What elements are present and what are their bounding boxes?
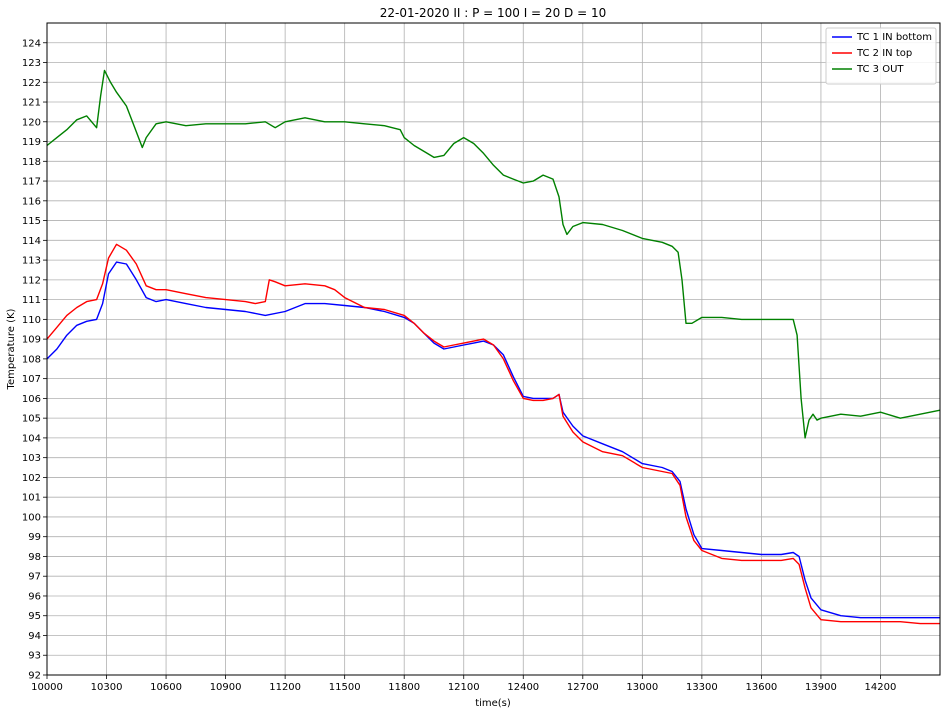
y-tick-label: 93	[28, 651, 41, 662]
y-tick-label: 104	[22, 433, 41, 444]
y-tick-label: 112	[22, 275, 41, 286]
y-tick-label: 110	[22, 315, 41, 326]
x-tick-label: 13900	[805, 682, 837, 693]
y-tick-label: 121	[22, 98, 41, 109]
x-tick-label: 12100	[448, 682, 480, 693]
y-tick-label: 94	[28, 631, 41, 642]
y-tick-label: 106	[22, 394, 41, 405]
y-tick-label: 109	[22, 335, 41, 346]
y-tick-label: 111	[22, 295, 41, 306]
y-tick-label: 107	[22, 374, 41, 385]
y-tick-label: 97	[28, 572, 41, 583]
y-tick-label: 113	[22, 256, 41, 267]
x-tick-label: 12400	[507, 682, 539, 693]
y-tick-label: 114	[22, 236, 41, 247]
x-tick-label: 10000	[31, 682, 63, 693]
x-axis: 10000 10300 10600 10900 11200 11500 11800 12100…	[31, 675, 896, 693]
legend-label: TC 1 IN bottom	[856, 32, 932, 43]
series-line-2	[46, 243, 940, 625]
x-tick-label: 11800	[388, 682, 420, 693]
x-tick-label: 13600	[745, 682, 777, 693]
legend: TC 1 IN bottom TC 2 IN top TC 3 OUT	[825, 27, 937, 85]
y-tick-label: 92	[28, 671, 41, 682]
x-tick-label: 10900	[210, 682, 242, 693]
y-tick-label: 96	[28, 591, 41, 602]
legend-box	[825, 27, 937, 85]
chart-title: 22-01-2020 II : P = 100 I = 20 D = 10	[380, 6, 606, 20]
plot-frame	[46, 22, 941, 676]
y-tick-label: 124	[22, 38, 41, 49]
y-tick-label: 119	[22, 137, 41, 148]
y-tick-label: 100	[22, 512, 41, 523]
x-tick-label: 12700	[567, 682, 599, 693]
grid	[46, 23, 940, 676]
series-line-3	[46, 69, 941, 439]
plot-lines	[46, 69, 941, 625]
y-tick-label: 99	[28, 532, 41, 543]
x-tick-label: 11500	[329, 682, 361, 693]
y-tick-label: 116	[22, 196, 41, 207]
y-tick-label: 118	[22, 157, 41, 168]
x-tick-label: 14200	[865, 682, 897, 693]
y-axis: 92 93 94 95 96 97 98 99 100 101 102 103 104 105 106 107…	[22, 38, 47, 682]
x-tick-label: 10600	[150, 682, 182, 693]
y-tick-label: 103	[22, 453, 41, 464]
legend-label: TC 2 IN top	[856, 48, 912, 59]
y-tick-label: 95	[28, 611, 41, 622]
y-axis-label: Temperature (K)	[6, 308, 17, 390]
y-tick-label: 117	[22, 177, 41, 188]
y-tick-label: 98	[28, 552, 41, 563]
x-tick-label: 13300	[686, 682, 718, 693]
x-axis-label: time(s)	[475, 698, 511, 709]
x-tick-label: 13000	[626, 682, 658, 693]
y-tick-label: 105	[22, 414, 41, 425]
y-tick-label: 101	[22, 493, 41, 504]
y-tick-label: 102	[22, 473, 41, 484]
y-tick-label: 108	[22, 354, 41, 365]
y-tick-label: 123	[22, 58, 41, 69]
x-tick-label: 11200	[269, 682, 301, 693]
y-tick-label: 120	[22, 117, 41, 128]
y-tick-label: 122	[22, 78, 41, 89]
y-tick-label: 115	[22, 216, 41, 227]
x-tick-label: 10300	[91, 682, 123, 693]
legend-label: TC 3 OUT	[856, 64, 904, 75]
